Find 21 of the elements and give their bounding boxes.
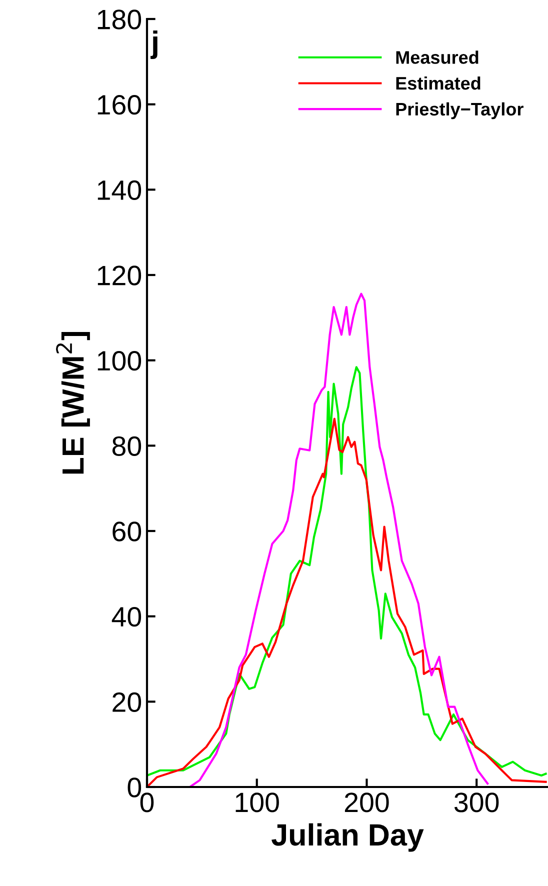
legend-label: Priestly−Taylor	[396, 102, 524, 120]
legend-label: Estimated	[396, 76, 480, 90]
x-axis-title: Julian Day	[272, 823, 424, 852]
x-tick-label: 0	[140, 792, 154, 812]
y-axis-title: LE [W/M$^{2}$]	[56, 332, 90, 474]
y-tick-label: 180	[98, 10, 142, 30]
x-tick-label: 100	[236, 792, 279, 812]
y-tick-label: 0	[128, 778, 142, 798]
y-tick-label: 100	[98, 351, 142, 371]
y-tick-label: 160	[98, 95, 142, 115]
y-tick-label: 60	[112, 522, 142, 542]
x-tick-label: 300	[454, 792, 499, 812]
x-tick-label: 200	[344, 792, 389, 812]
y-tick-label: 140	[98, 180, 142, 200]
legend-label: Measured	[396, 50, 478, 64]
y-tick-label: 80	[112, 436, 142, 456]
line-series	[188, 292, 489, 787]
annotation: j	[150, 30, 158, 60]
y-tick-label: 120	[98, 266, 142, 286]
y-tick-label: 20	[112, 692, 142, 712]
y-tick-label: 40	[112, 607, 142, 627]
